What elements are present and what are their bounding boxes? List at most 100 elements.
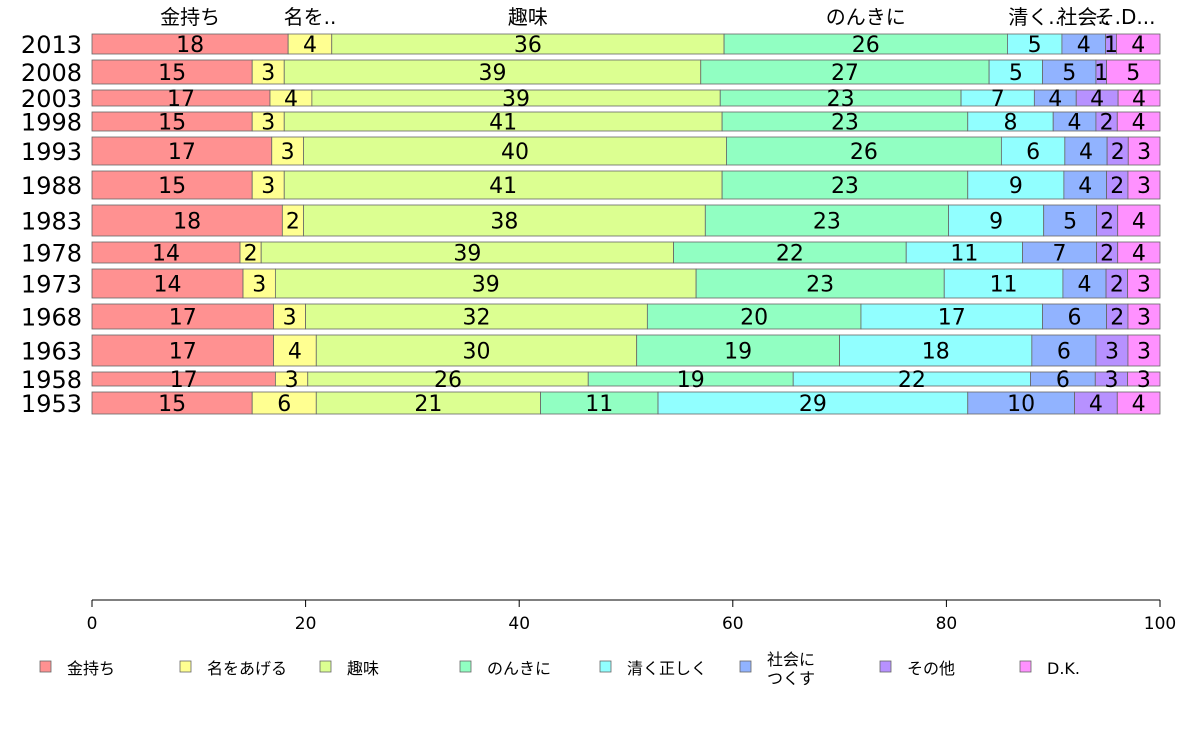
data-label: 2 — [1111, 140, 1125, 165]
data-label: 41 — [489, 174, 517, 199]
bar-segment — [636, 334, 840, 367]
data-label: 17 — [938, 306, 966, 331]
data-label: 2 — [1110, 174, 1124, 199]
year-label: 1973 — [21, 271, 82, 299]
data-label: 41 — [489, 111, 517, 136]
year-label: 2008 — [21, 59, 82, 87]
year-label: 1998 — [21, 109, 82, 137]
top-category-label: 趣味 — [508, 5, 548, 29]
bar-segment — [948, 204, 1045, 237]
data-label: 17 — [167, 87, 195, 112]
year-label: 1958 — [21, 366, 82, 394]
legend-label: その他 — [907, 659, 955, 678]
data-label: 26 — [850, 140, 878, 165]
data-label: 38 — [490, 210, 518, 235]
bar-segment — [1117, 241, 1161, 264]
data-label: 7 — [1053, 242, 1067, 267]
bar-segment — [1127, 268, 1161, 299]
legend-label: D.K. — [1047, 659, 1080, 678]
data-label: 18 — [173, 210, 201, 235]
bar-segment — [1127, 371, 1161, 387]
data-label: 9 — [989, 210, 1003, 235]
data-label: 18 — [176, 33, 204, 58]
data-label: 17 — [169, 306, 197, 331]
data-label: 15 — [158, 61, 186, 86]
data-label: 4 — [1077, 273, 1091, 298]
x-axis: 0 20 40 60 80 100 — [87, 599, 1176, 634]
x-tick-label: 20 — [295, 614, 317, 634]
bar-segment — [1063, 170, 1108, 200]
data-label: 23 — [831, 174, 859, 199]
bar-segment — [303, 204, 706, 237]
data-label: 3 — [1137, 306, 1151, 331]
data-label: 6 — [1026, 140, 1040, 165]
data-label: 23 — [831, 111, 859, 136]
bar-segment — [839, 334, 1033, 367]
bar-segment — [1062, 268, 1107, 299]
data-label: 3 — [1137, 368, 1151, 393]
legend-swatch — [319, 660, 332, 673]
data-label: 4 — [1079, 140, 1093, 165]
data-label: 6 — [277, 392, 291, 417]
bar-segment — [1117, 89, 1161, 107]
data-label: 2 — [1100, 242, 1114, 267]
data-label: 39 — [453, 242, 481, 267]
data-label: 22 — [776, 242, 804, 267]
bar-segment — [283, 170, 723, 200]
data-label: 11 — [950, 242, 978, 267]
bar-segment — [1127, 136, 1161, 166]
data-label: 20 — [740, 306, 768, 331]
data-label: 4 — [284, 87, 298, 112]
top-category-label: 金持ち — [160, 5, 220, 29]
data-label: 10 — [1007, 392, 1035, 417]
bar-segment — [1106, 59, 1161, 85]
data-label: 4 — [1132, 87, 1146, 112]
data-label: 39 — [472, 273, 500, 298]
data-label: 4 — [1090, 87, 1104, 112]
legend-label: のんきに — [487, 659, 551, 678]
bar-segment — [91, 204, 283, 237]
legend-swatch — [739, 660, 752, 673]
x-tick-label: 60 — [722, 614, 744, 634]
bar-segment — [1127, 334, 1161, 367]
data-label: 4 — [1132, 392, 1146, 417]
data-label: 29 — [799, 392, 827, 417]
data-label: 3 — [261, 61, 275, 86]
data-label: 39 — [502, 87, 530, 112]
data-label: 2 — [1110, 273, 1124, 298]
data-label: 3 — [261, 174, 275, 199]
data-label: 15 — [158, 392, 186, 417]
data-label: 23 — [813, 210, 841, 235]
bar-segment — [1116, 391, 1161, 415]
data-label: 4 — [1132, 111, 1146, 136]
data-label: 15 — [158, 174, 186, 199]
bar-segment — [273, 334, 317, 367]
data-label: 5 — [1028, 33, 1042, 58]
data-label: 9 — [1009, 174, 1023, 199]
top-category-label: 社会.. — [1057, 5, 1110, 29]
data-label: 4 — [1078, 174, 1092, 199]
legend-label: 清く正しく — [627, 659, 707, 678]
legend-label: 社会につくす — [767, 650, 815, 688]
bar-segment — [1117, 204, 1161, 237]
data-label: 3 — [283, 306, 297, 331]
data-label: 3 — [261, 111, 275, 136]
year-label: 1983 — [21, 208, 82, 236]
year-label: 1993 — [21, 138, 82, 166]
year-label: 1988 — [21, 172, 82, 200]
year-label: 2003 — [21, 85, 82, 113]
data-label: 18 — [922, 340, 950, 365]
bars: 18 4 36 26 5 4 1 415 3 39 27 5 5 1 517 4 39 23 7 4 4 415 3 41 23… — [91, 33, 1161, 417]
data-label: 36 — [514, 33, 542, 58]
bar-segment — [726, 136, 1002, 166]
legend-swatch — [39, 660, 52, 673]
x-tick-label: 0 — [87, 614, 98, 634]
data-label: 30 — [462, 340, 490, 365]
bar-segment — [91, 170, 253, 200]
bar-segment — [943, 268, 1064, 299]
legend-swatch — [599, 660, 612, 673]
data-label: 11 — [990, 273, 1018, 298]
data-label: 1 — [1094, 61, 1108, 86]
